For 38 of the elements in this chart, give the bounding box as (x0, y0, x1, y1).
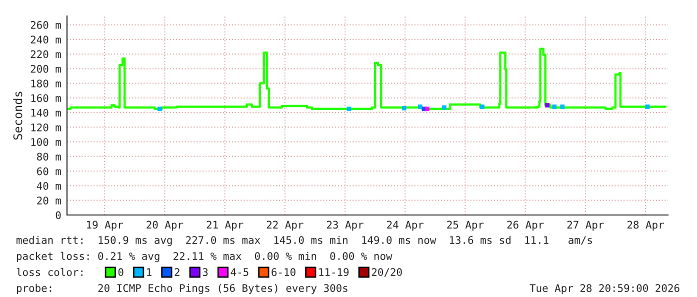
x-tick-label: 19 Apr (87, 220, 124, 231)
y-tick-label: 200 m (30, 64, 61, 73)
y-axis-title: Seconds (13, 92, 22, 140)
y-tick-label: 180 m (31, 80, 61, 88)
x-tick-label: 24 Apr (387, 220, 424, 231)
legend-label: 4-5 (230, 268, 248, 276)
y-tick-label: 80 m (37, 152, 61, 161)
y-tick-label: 0 (56, 211, 61, 220)
text: packet loss: 0.21 % avg 22.11 % max 0.00 % min 0.00 % now (16, 252, 392, 262)
legend-label: 1 (147, 268, 152, 276)
legend-label: 2 (174, 268, 180, 276)
y-tick-label: 20 m (37, 196, 61, 204)
x-tick-label: 27 Apr (567, 220, 604, 231)
y-tick-label: 220 m (30, 50, 61, 58)
x-tick-label: 26 Apr (507, 220, 544, 231)
legend-title: loss color: (16, 268, 82, 276)
legend-label: 3 (202, 268, 208, 276)
x-tick-label: 23 Apr (326, 220, 364, 231)
y-tick-label: 160 m (31, 94, 61, 102)
legend-label: 11-19 (319, 268, 349, 276)
legend-label: 20/20 (372, 268, 402, 277)
y-tick-label: 240 m (30, 36, 61, 44)
x-tick-label: 25 Apr (447, 220, 484, 231)
text: median rtt: 150.9 ms avg 227.0 ms max 145.0 ms min 149.0 ms now 13.6 ms sd 11.1 am/s (16, 236, 592, 246)
x-tick-label: 20 Apr (146, 220, 184, 231)
y-tick-label: 260 m (30, 21, 61, 29)
y-tick-label: 140 m (31, 108, 61, 117)
x-tick-label: 22 Apr (266, 220, 304, 231)
x-tick-label: 21 Apr (206, 220, 244, 231)
y-tick-label: 120 m (31, 123, 61, 132)
text: probe: 20 ICMP Echo Pings (56 Bytes) every 300s (16, 284, 348, 294)
y-tick-label: 40 m (36, 182, 61, 190)
x-tick-label: 28 Apr (627, 220, 664, 231)
legend-label: 6-10 (272, 268, 296, 276)
legend-label: 0 (118, 268, 124, 276)
y-tick-label: 100 m (31, 138, 61, 146)
y-tick-label: 60 m (37, 167, 61, 176)
text: Tue Apr 28 20:59:00 2026 (530, 284, 680, 294)
